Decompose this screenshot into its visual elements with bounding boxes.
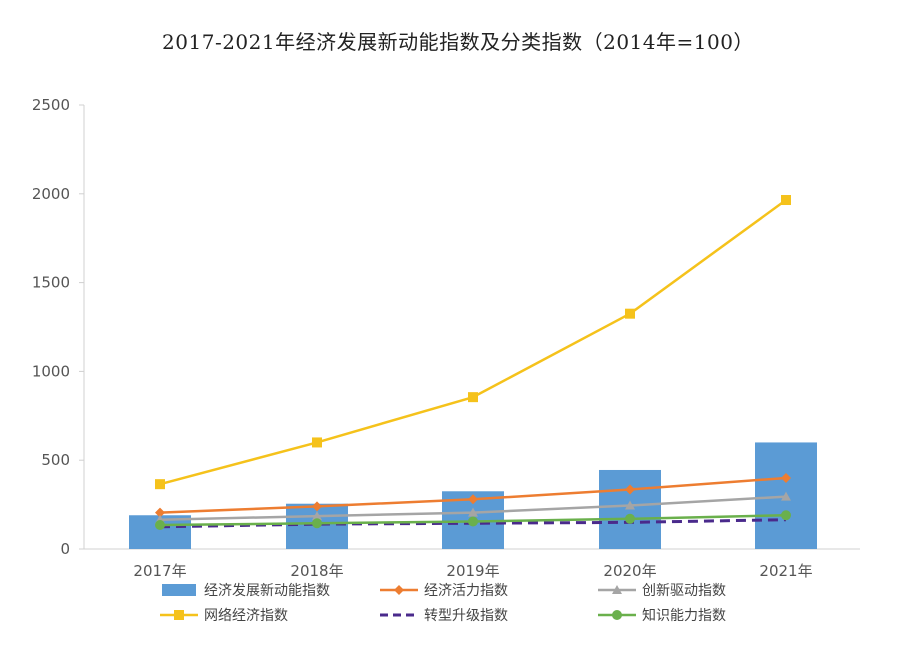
- chart-axes: [83, 105, 860, 550]
- data-point: [155, 520, 165, 531]
- data-point: [468, 516, 478, 527]
- legend-item: 网络经济指数: [160, 608, 288, 624]
- legend-label: 经济活力指数: [424, 583, 508, 599]
- line-series-2: [155, 491, 791, 524]
- line-series-5: [155, 510, 791, 531]
- data-point: [312, 518, 322, 529]
- legend-label: 知识能力指数: [642, 607, 726, 624]
- legend-label: 经济发展新动能指数: [204, 583, 330, 599]
- line-series-3: [155, 195, 791, 490]
- legend-item: 经济活力指数: [380, 583, 508, 599]
- data-point: [781, 510, 791, 521]
- series-line: [159, 199, 787, 486]
- data-point: [155, 507, 165, 518]
- y-tick-label: 500: [41, 451, 70, 469]
- legend-item: 知识能力指数: [598, 607, 726, 624]
- x-axis-ticks: 2017年 2018年 2019年 2020年 2021年: [133, 562, 812, 580]
- y-tick-label: 2000: [32, 185, 70, 203]
- legend-label: 网络经济指数: [204, 608, 288, 624]
- line-series-1: [155, 472, 791, 518]
- y-tick-label: 2500: [32, 96, 70, 114]
- data-point: [312, 437, 322, 448]
- legend-marker: [174, 610, 184, 620]
- legend-marker: [612, 610, 622, 620]
- y-tick-label: 0: [60, 540, 70, 558]
- y-tick-label: 1000: [32, 362, 70, 380]
- data-point: [781, 472, 791, 483]
- data-point: [625, 500, 635, 510]
- x-tick-label: 2018年: [290, 562, 343, 580]
- data-point: [468, 494, 478, 505]
- line-series: [155, 195, 791, 531]
- data-point: [468, 507, 478, 517]
- data-point: [625, 513, 635, 524]
- chart-title: 2017-2021年经济发展新动能指数及分类指数（2014年=100）: [162, 30, 754, 54]
- data-point: [312, 501, 322, 512]
- legend-item: 转型升级指数: [380, 608, 508, 624]
- legend-label: 创新驱动指数: [642, 583, 726, 599]
- data-point: [781, 491, 791, 501]
- x-tick-label: 2019年: [446, 562, 499, 580]
- legend-swatch: [162, 584, 196, 596]
- x-tick-label: 2017年: [133, 562, 186, 580]
- data-point: [468, 392, 478, 403]
- data-point: [312, 511, 322, 521]
- legend-item: 创新驱动指数: [598, 583, 726, 599]
- data-point: [781, 195, 791, 206]
- x-tick-label: 2020年: [603, 562, 656, 580]
- legend-item: 经济发展新动能指数: [162, 583, 330, 599]
- data-point: [625, 484, 635, 495]
- legend-marker: [394, 585, 404, 595]
- legend-marker: [612, 585, 622, 594]
- legend-label: 转型升级指数: [424, 608, 508, 624]
- y-tick-label: 1500: [32, 274, 70, 292]
- data-point: [625, 308, 635, 319]
- y-axis-ticks: 0 500 1000 1500 2000 2500: [32, 96, 84, 558]
- data-point: [155, 479, 165, 490]
- x-tick-label: 2021年: [759, 562, 812, 580]
